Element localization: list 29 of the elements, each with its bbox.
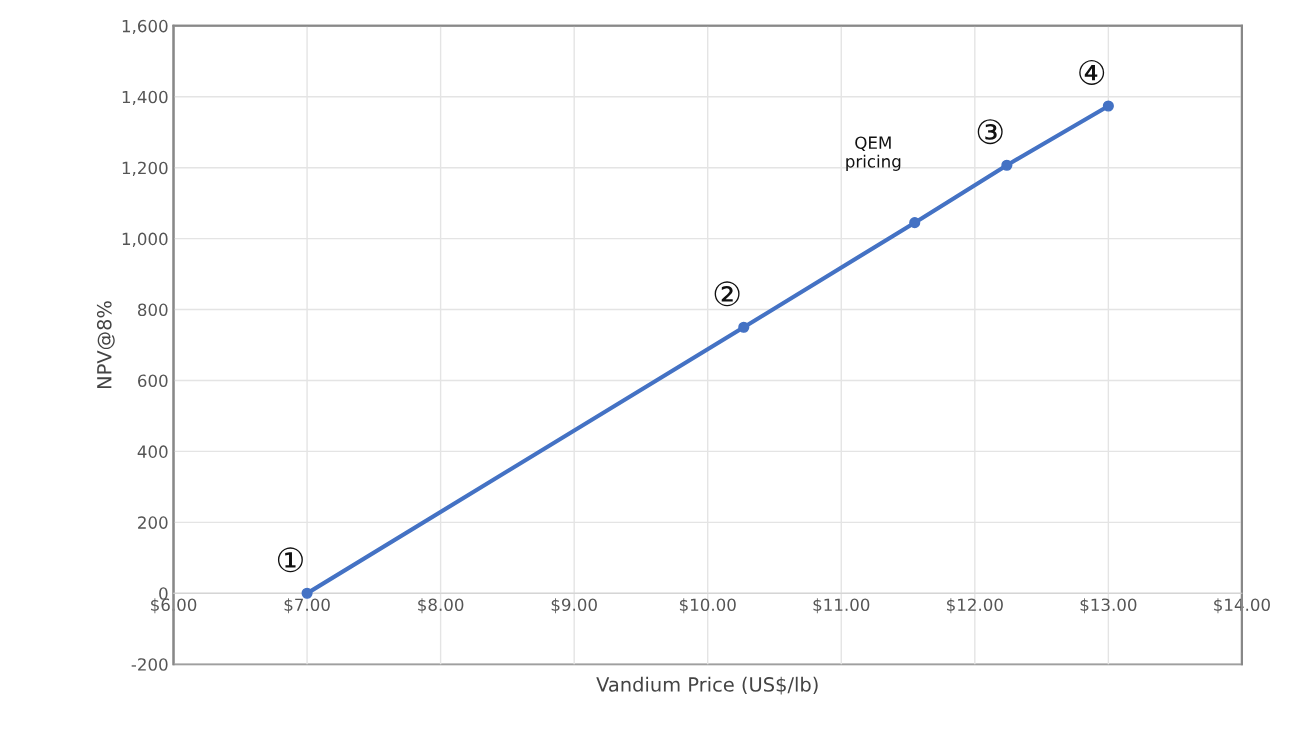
y-tick-label: 1,400 xyxy=(122,90,168,106)
x-axis-title: Vandium Price (US$/lb) xyxy=(596,676,818,695)
y-tick-label: 200 xyxy=(138,516,168,529)
x-tick-label: $8.00 xyxy=(418,598,464,614)
point xyxy=(1001,159,1013,171)
x-tick-label: $13.00 xyxy=(1080,598,1137,614)
annotation: ④ xyxy=(1079,60,1105,85)
y-tick-label: 1,600 xyxy=(122,19,168,35)
y-tick-label: 600 xyxy=(138,374,168,388)
y-tick-label: 1,000 xyxy=(122,232,168,247)
y-axis-title: NPV@8% xyxy=(96,301,115,389)
y-tick-label: -200 xyxy=(131,658,168,671)
y-tick-label: 1,200 xyxy=(122,161,168,176)
annotation: ② xyxy=(714,281,740,307)
x-tick-label: $11.00 xyxy=(813,598,870,614)
annotation: ③ xyxy=(977,119,1003,145)
x-tick-label: $12.00 xyxy=(947,598,1003,614)
point xyxy=(1102,100,1114,112)
annotation: ① xyxy=(277,547,303,573)
point xyxy=(301,587,313,599)
y-tick-label: 400 xyxy=(137,445,168,458)
annotation: QEM pricing xyxy=(846,136,901,171)
point xyxy=(738,321,750,333)
point xyxy=(909,217,921,229)
y-tick-label: 0 xyxy=(159,587,168,600)
x-tick-label: $7.00 xyxy=(284,598,330,614)
x-tick-label: $9.00 xyxy=(551,598,597,614)
y-tick-label: 800 xyxy=(137,303,168,317)
x-tick-label: $10.00 xyxy=(679,598,736,614)
